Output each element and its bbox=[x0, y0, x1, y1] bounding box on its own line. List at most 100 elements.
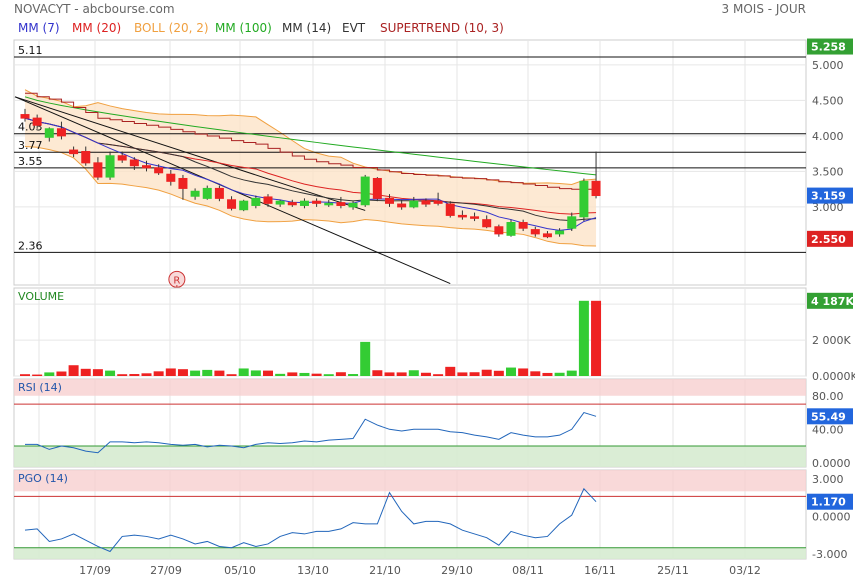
volume-panel bbox=[13, 287, 807, 377]
candle bbox=[360, 176, 370, 206]
price-badge bbox=[807, 230, 853, 247]
candle bbox=[251, 197, 261, 206]
x-tick-label: 08/11 bbox=[512, 564, 544, 577]
x-tick-label: 16/11 bbox=[584, 564, 616, 577]
volume-bar bbox=[238, 368, 249, 376]
volume-bar bbox=[299, 372, 310, 376]
y-tick-label: 3.000 bbox=[812, 473, 844, 486]
price-badge-label: 3.159 bbox=[811, 190, 846, 203]
candle bbox=[494, 226, 504, 235]
volume-bar bbox=[287, 372, 298, 376]
y-tick-label: 5.000 bbox=[812, 59, 844, 72]
rsi-oversold-zone bbox=[14, 446, 806, 467]
volume-bar bbox=[165, 368, 176, 376]
x-tick-label: 17/09 bbox=[79, 564, 111, 577]
level-label: 5.11 bbox=[18, 44, 43, 57]
rsi-overbought-zone bbox=[14, 379, 806, 396]
legend-item: MM (20) bbox=[72, 21, 121, 35]
candle bbox=[299, 200, 309, 206]
candle bbox=[445, 203, 455, 216]
ma-14-line bbox=[24, 117, 597, 222]
volume-badge-label: 4 187K bbox=[811, 295, 854, 308]
legend-item: MM (100) bbox=[215, 21, 272, 35]
price-badge bbox=[807, 187, 853, 204]
supertrend-line bbox=[25, 92, 597, 190]
volume-bar bbox=[202, 369, 213, 376]
x-tick-label: 27/09 bbox=[150, 564, 182, 577]
volume-bar bbox=[554, 372, 565, 376]
y-tick-label: 40.00 bbox=[812, 423, 844, 436]
x-tick-label: 05/10 bbox=[224, 564, 256, 577]
candle bbox=[324, 202, 334, 206]
volume-bar bbox=[518, 368, 529, 376]
y-tick-label: 80.00 bbox=[812, 390, 844, 403]
pgo-badge bbox=[807, 493, 853, 510]
rating-marker-label: R bbox=[173, 275, 180, 286]
volume-bar bbox=[457, 372, 468, 376]
pgo-title: PGO (14) bbox=[18, 472, 68, 485]
candle bbox=[542, 233, 552, 238]
volume-bar bbox=[117, 374, 128, 376]
legend-item: BOLL (20, 2) bbox=[134, 21, 209, 35]
volume-bar bbox=[469, 372, 480, 376]
y-tick-label: 3.500 bbox=[812, 165, 844, 178]
candle bbox=[214, 187, 224, 199]
volume-bar bbox=[335, 372, 346, 376]
pgo-lower-zone bbox=[14, 547, 806, 559]
x-tick-label: 29/10 bbox=[441, 564, 473, 577]
indicator-legend: MM (7) MM (20) BOLL (20, 2) MM (100) MM (14)… bbox=[18, 21, 504, 35]
candle bbox=[470, 216, 480, 219]
candle bbox=[56, 128, 66, 137]
x-tick-label: 25/11 bbox=[657, 564, 689, 577]
trend-line bbox=[14, 96, 366, 211]
candle bbox=[348, 202, 358, 208]
candle bbox=[591, 180, 601, 197]
price-badge-label: 5.258 bbox=[811, 41, 846, 54]
candle bbox=[105, 155, 115, 178]
candle bbox=[239, 200, 249, 211]
y-tick-label: 0.0000 bbox=[812, 510, 851, 523]
candle bbox=[81, 150, 91, 164]
volume-bar bbox=[372, 370, 383, 376]
candle bbox=[530, 229, 540, 235]
ma-100-line bbox=[24, 96, 597, 176]
legend-item: EVT bbox=[342, 21, 366, 35]
volume-bar bbox=[68, 365, 79, 376]
candle bbox=[154, 167, 164, 174]
volume-bar bbox=[506, 367, 516, 376]
volume-bar bbox=[408, 370, 419, 376]
volume-bar bbox=[591, 300, 602, 376]
volume-bar bbox=[275, 373, 286, 376]
volume-bar bbox=[360, 341, 371, 376]
pgo-badge-label: 1.170 bbox=[811, 496, 846, 509]
candle bbox=[555, 230, 565, 235]
candle bbox=[457, 214, 467, 218]
level-label: 3.55 bbox=[18, 155, 43, 168]
x-tick-label: 03/12 bbox=[729, 564, 761, 577]
rsi-line bbox=[25, 411, 597, 454]
y-tick-label: 4.000 bbox=[812, 130, 844, 143]
volume-bar bbox=[105, 370, 116, 376]
volume-badge bbox=[807, 292, 853, 309]
candle bbox=[227, 199, 237, 209]
volume-bar bbox=[226, 374, 237, 376]
candle bbox=[372, 177, 382, 199]
volume-bar bbox=[311, 373, 322, 376]
volume-bar bbox=[129, 374, 140, 376]
y-tick-label: 2 000K bbox=[812, 334, 851, 347]
candle bbox=[567, 216, 577, 229]
pgo-upper-zone bbox=[14, 470, 806, 492]
bollinger-upper-line bbox=[24, 89, 597, 185]
candle bbox=[409, 200, 419, 208]
candle bbox=[336, 202, 346, 206]
candle bbox=[129, 159, 139, 167]
volume-bar bbox=[263, 370, 273, 376]
volume-bar bbox=[141, 373, 152, 376]
rsi-badge-label: 55.49 bbox=[811, 410, 846, 423]
candle bbox=[433, 200, 443, 204]
volume-bar bbox=[250, 370, 261, 376]
price-badge-label: 2.550 bbox=[811, 233, 846, 246]
candle bbox=[482, 219, 492, 228]
candle bbox=[202, 187, 212, 199]
